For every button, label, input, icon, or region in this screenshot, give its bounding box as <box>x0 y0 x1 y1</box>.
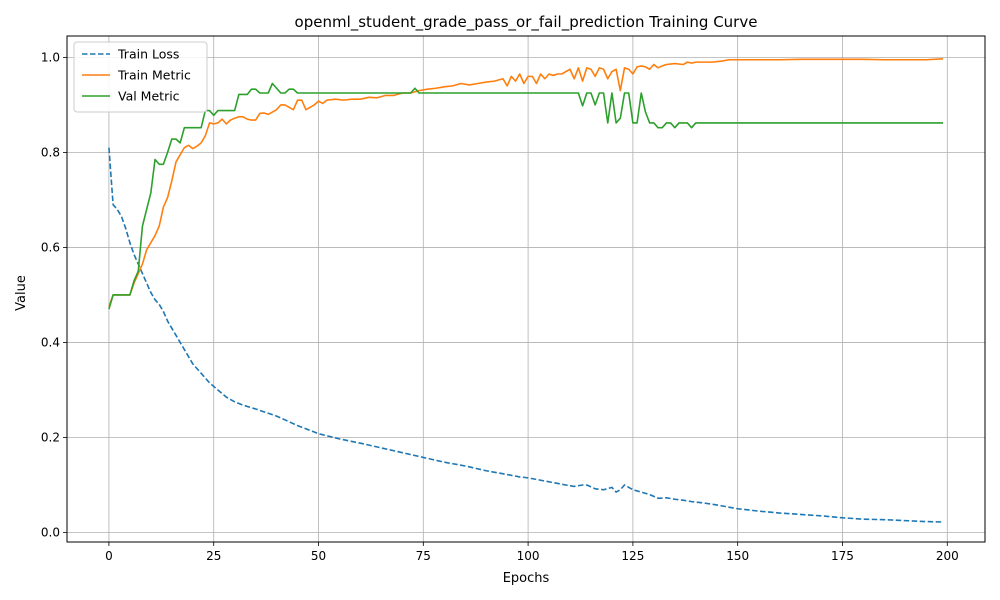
x-tick-label: 175 <box>831 549 854 563</box>
x-tick-label: 50 <box>311 549 326 563</box>
y-axis-label: Value <box>14 275 29 311</box>
x-tick-label: 25 <box>206 549 221 563</box>
legend-label-train-loss: Train Loss <box>117 47 179 62</box>
legend-box <box>73 41 208 113</box>
y-tick-label: 0.8 <box>41 145 60 159</box>
y-tick-label: 1.0 <box>41 50 60 64</box>
chart-title: openml_student_grade_pass_or_fail_predic… <box>295 13 758 32</box>
plot-frame <box>66 35 986 543</box>
x-tick-label: 125 <box>621 549 644 563</box>
x-tick-label: 0 <box>105 549 113 563</box>
tick-group: 0 25 50 75 100 125 150 175 200 0.0 0.2 0.4 0.6 0.8 1.0 <box>41 50 959 563</box>
y-tick-label: 0.0 <box>41 525 60 539</box>
legend-label-val-metric: Val Metric <box>118 89 180 104</box>
y-tick-label: 0.6 <box>41 240 60 254</box>
x-tick-label: 100 <box>517 549 540 563</box>
train-loss-line <box>108 147 944 523</box>
train-metric-line <box>108 58 944 308</box>
y-tick-label: 0.2 <box>41 430 60 444</box>
x-tick-label: 200 <box>936 549 959 563</box>
x-tick-label: 150 <box>726 549 749 563</box>
grid <box>67 36 985 542</box>
legend-label-train-metric: Train Metric <box>117 68 191 83</box>
series-group <box>108 58 944 523</box>
x-axis-label: Epochs <box>503 571 550 586</box>
x-tick-label: 75 <box>416 549 431 563</box>
legend: Train Loss Train Metric Val Metric <box>73 41 208 113</box>
val-metric-line <box>108 82 944 310</box>
y-tick-label: 0.4 <box>41 335 60 349</box>
